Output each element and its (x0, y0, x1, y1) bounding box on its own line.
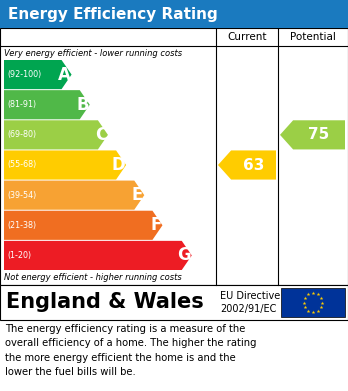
Text: (92-100): (92-100) (7, 70, 41, 79)
Polygon shape (4, 211, 163, 240)
Text: Not energy efficient - higher running costs: Not energy efficient - higher running co… (4, 273, 182, 283)
Polygon shape (280, 120, 345, 149)
Polygon shape (4, 241, 192, 270)
Polygon shape (4, 181, 144, 210)
Text: D: D (111, 156, 125, 174)
Text: (21-38): (21-38) (7, 221, 36, 230)
Text: E: E (132, 186, 143, 204)
Text: 75: 75 (308, 127, 330, 142)
Text: B: B (76, 96, 89, 114)
Bar (0, 28, 348, 285)
Text: A: A (58, 66, 71, 84)
Polygon shape (4, 120, 108, 149)
Text: EU Directive
2002/91/EC: EU Directive 2002/91/EC (220, 291, 280, 314)
Text: The energy efficiency rating is a measure of the
overall efficiency of a home. T: The energy efficiency rating is a measur… (5, 324, 256, 377)
Polygon shape (4, 60, 72, 89)
Polygon shape (4, 151, 126, 179)
Text: G: G (177, 246, 191, 264)
Polygon shape (218, 151, 276, 179)
Text: Current: Current (227, 32, 267, 42)
Text: Very energy efficient - lower running costs: Very energy efficient - lower running co… (4, 48, 182, 57)
Text: C: C (95, 126, 107, 144)
Text: (1-20): (1-20) (7, 251, 31, 260)
Text: (55-68): (55-68) (7, 160, 36, 170)
Text: (39-54): (39-54) (7, 191, 36, 200)
Text: Potential: Potential (290, 32, 335, 42)
Polygon shape (4, 90, 90, 119)
Text: England & Wales: England & Wales (6, 292, 204, 312)
Text: (81-91): (81-91) (7, 100, 36, 109)
Bar (0, 0, 348, 28)
Text: 63: 63 (243, 158, 264, 172)
Text: (69-80): (69-80) (7, 130, 36, 139)
Bar (0, 285, 348, 320)
Text: Energy Efficiency Rating: Energy Efficiency Rating (8, 7, 218, 22)
Bar (281, 288, 345, 317)
Text: F: F (150, 216, 161, 234)
